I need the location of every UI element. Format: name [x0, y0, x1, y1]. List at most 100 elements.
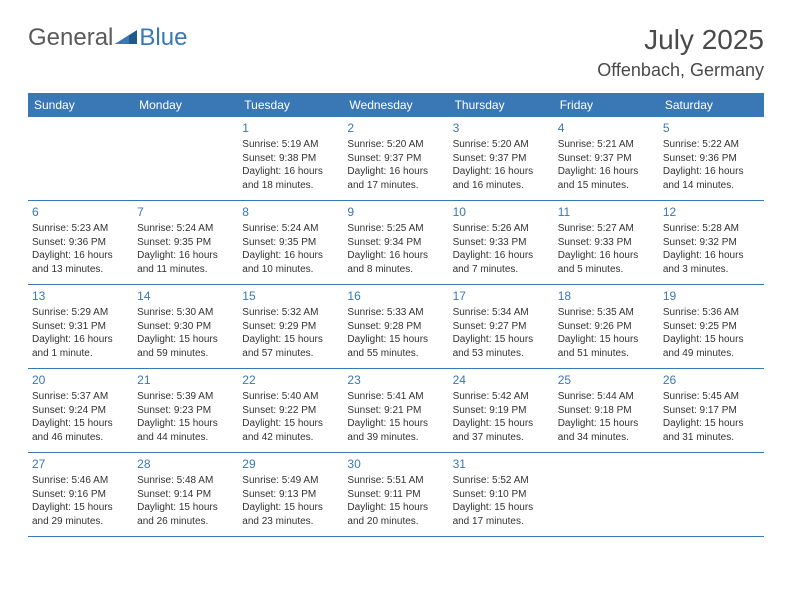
sunset-text: Sunset: 9:38 PM	[242, 152, 339, 166]
day-info: Sunrise: 5:49 AMSunset: 9:13 PMDaylight:…	[242, 474, 339, 528]
sunrise-text: Sunrise: 5:30 AM	[137, 306, 234, 320]
calendar-day-cell: 18 Sunrise: 5:35 AMSunset: 9:26 PMDayligh…	[554, 285, 659, 368]
day-info: Sunrise: 5:52 AMSunset: 9:10 PMDaylight:…	[453, 474, 550, 528]
sunset-text: Sunset: 9:36 PM	[663, 152, 760, 166]
day-number: 1	[242, 121, 339, 135]
calendar-day-cell: 12Sunrise: 5:28 AMSunset: 9:32 PMDayligh…	[659, 201, 764, 284]
sunrise-text: Sunrise: 5:41 AM	[347, 390, 444, 404]
calendar-day-cell: 1 Sunrise: 5:19 AMSunset: 9:38 PMDaylight…	[238, 117, 343, 200]
day-number: 24	[453, 373, 550, 387]
sunset-text: Sunset: 9:32 PM	[663, 236, 760, 250]
calendar-day-cell: 13Sunrise: 5:29 AMSunset: 9:31 PMDayligh…	[28, 285, 133, 368]
daylight-text: Daylight: 16 hours and 16 minutes.	[453, 165, 550, 192]
day-header: Thursday	[449, 93, 554, 117]
calendar-day-cell: 8 Sunrise: 5:24 AMSunset: 9:35 PMDaylight…	[238, 201, 343, 284]
day-info: Sunrise: 5:35 AMSunset: 9:26 PMDaylight:…	[558, 306, 655, 360]
month-title: July 2025	[597, 24, 764, 56]
calendar-day-cell: 6Sunrise: 5:23 AMSunset: 9:36 PMDaylight…	[28, 201, 133, 284]
sunrise-text: Sunrise: 5:32 AM	[242, 306, 339, 320]
sunrise-text: Sunrise: 5:45 AM	[663, 390, 760, 404]
sunset-text: Sunset: 9:34 PM	[347, 236, 444, 250]
day-number: 29	[242, 457, 339, 471]
daylight-text: Daylight: 16 hours and 7 minutes.	[453, 249, 550, 276]
sunrise-text: Sunrise: 5:20 AM	[347, 138, 444, 152]
daylight-text: Daylight: 16 hours and 13 minutes.	[32, 249, 129, 276]
day-header: Saturday	[659, 93, 764, 117]
day-info: Sunrise: 5:36 AMSunset: 9:25 PMDaylight:…	[663, 306, 760, 360]
sunrise-text: Sunrise: 5:51 AM	[347, 474, 444, 488]
day-number: 14	[137, 289, 234, 303]
calendar-day-cell: 26Sunrise: 5:45 AMSunset: 9:17 PMDayligh…	[659, 369, 764, 452]
daylight-text: Daylight: 15 hours and 59 minutes.	[137, 333, 234, 360]
day-info: Sunrise: 5:24 AMSunset: 9:35 PMDaylight:…	[242, 222, 339, 276]
sunset-text: Sunset: 9:31 PM	[32, 320, 129, 334]
daylight-text: Daylight: 15 hours and 55 minutes.	[347, 333, 444, 360]
daylight-text: Daylight: 16 hours and 5 minutes.	[558, 249, 655, 276]
day-number: 30	[347, 457, 444, 471]
sunrise-text: Sunrise: 5:22 AM	[663, 138, 760, 152]
day-number: 4	[558, 121, 655, 135]
day-number: 15	[242, 289, 339, 303]
day-info: Sunrise: 5:27 AMSunset: 9:33 PMDaylight:…	[558, 222, 655, 276]
daylight-text: Daylight: 15 hours and 23 minutes.	[242, 501, 339, 528]
calendar-day-cell: 16Sunrise: 5:33 AMSunset: 9:28 PMDayligh…	[343, 285, 448, 368]
sunset-text: Sunset: 9:25 PM	[663, 320, 760, 334]
day-info: Sunrise: 5:37 AMSunset: 9:24 PMDaylight:…	[32, 390, 129, 444]
calendar-week-row: 20 Sunrise: 5:37 AMSunset: 9:24 PMDayligh…	[28, 369, 764, 453]
daylight-text: Daylight: 16 hours and 14 minutes.	[663, 165, 760, 192]
day-number: 22	[242, 373, 339, 387]
day-number: 28	[137, 457, 234, 471]
day-info: Sunrise: 5:32 AMSunset: 9:29 PMDaylight:…	[242, 306, 339, 360]
daylight-text: Daylight: 16 hours and 8 minutes.	[347, 249, 444, 276]
calendar-day-cell: 11 Sunrise: 5:27 AMSunset: 9:33 PMDayligh…	[554, 201, 659, 284]
day-number: 12	[663, 205, 760, 219]
day-info: Sunrise: 5:42 AMSunset: 9:19 PMDaylight:…	[453, 390, 550, 444]
day-number: 18	[558, 289, 655, 303]
daylight-text: Daylight: 16 hours and 11 minutes.	[137, 249, 234, 276]
sunrise-text: Sunrise: 5:37 AM	[32, 390, 129, 404]
sunset-text: Sunset: 9:16 PM	[32, 488, 129, 502]
sunset-text: Sunset: 9:28 PM	[347, 320, 444, 334]
day-info: Sunrise: 5:33 AMSunset: 9:28 PMDaylight:…	[347, 306, 444, 360]
calendar-body: 1 Sunrise: 5:19 AMSunset: 9:38 PMDaylight…	[28, 117, 764, 537]
calendar-day-cell: 2Sunrise: 5:20 AMSunset: 9:37 PMDaylight…	[343, 117, 448, 200]
daylight-text: Daylight: 15 hours and 51 minutes.	[558, 333, 655, 360]
day-number: 11	[558, 205, 655, 219]
day-info: Sunrise: 5:25 AMSunset: 9:34 PMDaylight:…	[347, 222, 444, 276]
sunset-text: Sunset: 9:19 PM	[453, 404, 550, 418]
daylight-text: Daylight: 15 hours and 29 minutes.	[32, 501, 129, 528]
sunset-text: Sunset: 9:33 PM	[558, 236, 655, 250]
day-info: Sunrise: 5:19 AMSunset: 9:38 PMDaylight:…	[242, 138, 339, 192]
calendar-day-cell: 15 Sunrise: 5:32 AMSunset: 9:29 PMDayligh…	[238, 285, 343, 368]
calendar-day-cell: 30Sunrise: 5:51 AMSunset: 9:11 PMDayligh…	[343, 453, 448, 536]
calendar: SundayMondayTuesdayWednesdayThursdayFrid…	[28, 93, 764, 537]
sunset-text: Sunset: 9:18 PM	[558, 404, 655, 418]
calendar-week-row: 1 Sunrise: 5:19 AMSunset: 9:38 PMDaylight…	[28, 117, 764, 201]
day-number: 21	[137, 373, 234, 387]
calendar-day-cell: 5Sunrise: 5:22 AMSunset: 9:36 PMDaylight…	[659, 117, 764, 200]
calendar-day-cell: 21Sunrise: 5:39 AMSunset: 9:23 PMDayligh…	[133, 369, 238, 452]
day-number: 20	[32, 373, 129, 387]
daylight-text: Daylight: 15 hours and 42 minutes.	[242, 417, 339, 444]
calendar-day-cell: 25Sunrise: 5:44 AMSunset: 9:18 PMDayligh…	[554, 369, 659, 452]
day-number: 8	[242, 205, 339, 219]
sunset-text: Sunset: 9:37 PM	[453, 152, 550, 166]
triangle-icon	[115, 24, 137, 52]
day-info: Sunrise: 5:21 AMSunset: 9:37 PMDaylight:…	[558, 138, 655, 192]
logo-text-blue: Blue	[139, 24, 187, 52]
day-headers-row: SundayMondayTuesdayWednesdayThursdayFrid…	[28, 93, 764, 117]
calendar-page: General Blue July 2025 Offenbach, German…	[0, 0, 792, 561]
daylight-text: Daylight: 16 hours and 18 minutes.	[242, 165, 339, 192]
sunrise-text: Sunrise: 5:52 AM	[453, 474, 550, 488]
sunrise-text: Sunrise: 5:40 AM	[242, 390, 339, 404]
calendar-day-cell: 17Sunrise: 5:34 AMSunset: 9:27 PMDayligh…	[449, 285, 554, 368]
daylight-text: Daylight: 15 hours and 53 minutes.	[453, 333, 550, 360]
sunrise-text: Sunrise: 5:24 AM	[137, 222, 234, 236]
calendar-day-cell: 4 Sunrise: 5:21 AMSunset: 9:37 PMDaylight…	[554, 117, 659, 200]
daylight-text: Daylight: 15 hours and 34 minutes.	[558, 417, 655, 444]
sunrise-text: Sunrise: 5:34 AM	[453, 306, 550, 320]
daylight-text: Daylight: 16 hours and 10 minutes.	[242, 249, 339, 276]
sunset-text: Sunset: 9:29 PM	[242, 320, 339, 334]
day-info: Sunrise: 5:41 AMSunset: 9:21 PMDaylight:…	[347, 390, 444, 444]
day-header: Monday	[133, 93, 238, 117]
